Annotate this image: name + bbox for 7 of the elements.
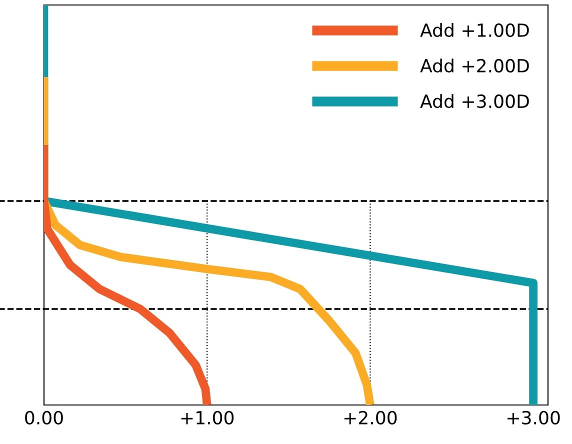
x-tick-label: +2.00 <box>344 410 397 425</box>
legend-label: Add +2.00D <box>420 58 529 73</box>
x-tick-label: 0.00 <box>25 410 63 425</box>
x-tick-label: +3.00 <box>508 410 560 425</box>
legend-label: Add +3.00D <box>420 94 529 108</box>
legend-label: Add +1.00D <box>420 23 529 38</box>
x-tick-label: +1.00 <box>181 410 234 425</box>
